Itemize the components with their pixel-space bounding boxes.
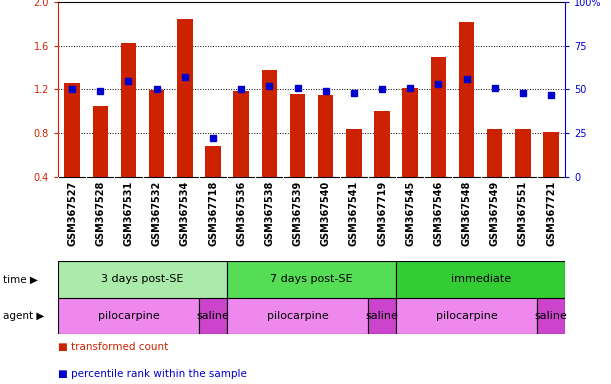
Bar — [403, 88, 418, 177]
Text: GSM367536: GSM367536 — [236, 181, 246, 246]
Bar — [177, 19, 192, 177]
Text: GSM367531: GSM367531 — [123, 181, 133, 246]
Text: GSM367551: GSM367551 — [518, 181, 528, 246]
Text: agent ▶: agent ▶ — [3, 311, 45, 321]
Text: GSM367719: GSM367719 — [377, 181, 387, 246]
Text: GSM367721: GSM367721 — [546, 181, 556, 246]
Text: GSM367527: GSM367527 — [67, 181, 77, 246]
Text: GSM367534: GSM367534 — [180, 181, 190, 246]
Text: GSM367545: GSM367545 — [405, 181, 415, 246]
Bar — [205, 146, 221, 177]
Text: GSM367541: GSM367541 — [349, 181, 359, 246]
Text: GSM367718: GSM367718 — [208, 181, 218, 246]
Bar — [227, 298, 368, 334]
Text: ■ percentile rank within the sample: ■ percentile rank within the sample — [58, 369, 247, 379]
Text: GDS3827 / 180101: GDS3827 / 180101 — [58, 0, 190, 1]
Bar — [375, 111, 390, 177]
Text: 3 days post-SE: 3 days post-SE — [101, 274, 184, 285]
Bar — [58, 298, 199, 334]
Text: GSM367539: GSM367539 — [293, 181, 302, 246]
Bar — [368, 298, 396, 334]
Bar — [459, 22, 474, 177]
Bar — [537, 298, 565, 334]
Text: GSM367528: GSM367528 — [95, 181, 105, 246]
Text: saline: saline — [535, 311, 568, 321]
Bar — [396, 261, 565, 298]
Text: GSM367540: GSM367540 — [321, 181, 331, 246]
Bar — [543, 132, 559, 177]
Text: GSM367548: GSM367548 — [461, 181, 472, 246]
Bar — [262, 70, 277, 177]
Text: GSM367546: GSM367546 — [433, 181, 444, 246]
Bar — [290, 94, 306, 177]
Text: pilocarpine: pilocarpine — [98, 311, 159, 321]
Bar — [233, 91, 249, 177]
Bar — [346, 129, 362, 177]
Bar — [92, 106, 108, 177]
Text: 7 days post-SE: 7 days post-SE — [270, 274, 353, 285]
Bar — [318, 95, 334, 177]
Bar — [121, 43, 136, 177]
Text: time ▶: time ▶ — [3, 274, 38, 285]
Text: saline: saline — [197, 311, 230, 321]
Bar — [199, 298, 227, 334]
Text: GSM367549: GSM367549 — [490, 181, 500, 246]
Bar — [58, 261, 227, 298]
Bar — [431, 56, 446, 177]
Text: GSM367538: GSM367538 — [265, 181, 274, 246]
Bar — [487, 129, 502, 177]
Text: pilocarpine: pilocarpine — [436, 311, 497, 321]
Text: pilocarpine: pilocarpine — [266, 311, 328, 321]
Bar — [227, 261, 396, 298]
Text: immediate: immediate — [450, 274, 511, 285]
Text: ■ transformed count: ■ transformed count — [58, 342, 168, 352]
Bar — [64, 83, 80, 177]
Text: saline: saline — [365, 311, 398, 321]
Text: GSM367532: GSM367532 — [152, 181, 162, 246]
Bar — [515, 129, 531, 177]
Bar — [149, 90, 164, 177]
Bar — [396, 298, 537, 334]
